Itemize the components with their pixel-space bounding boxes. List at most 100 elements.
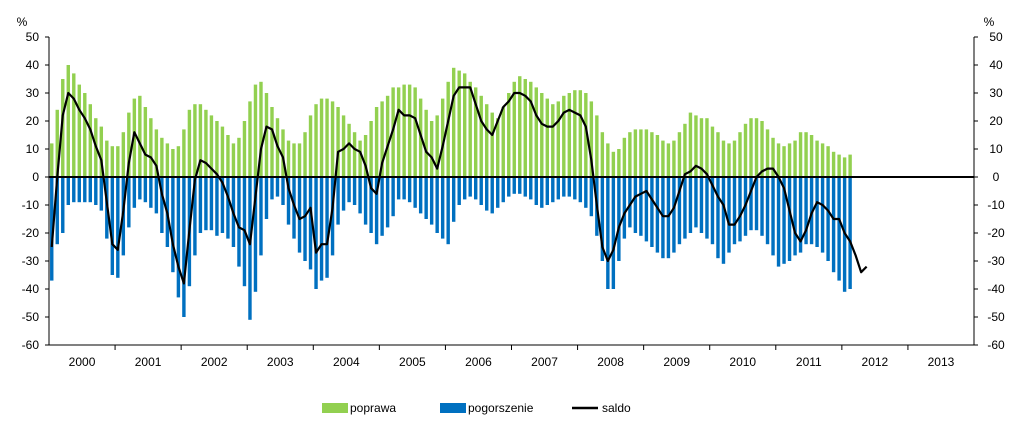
pogorszenie-bar bbox=[639, 177, 643, 236]
pogorszenie-bar bbox=[551, 177, 555, 203]
poprawa-bar bbox=[193, 104, 197, 177]
pogorszenie-bar bbox=[556, 177, 561, 200]
right-tick-label: 0 bbox=[993, 170, 1000, 184]
pogorszenie-bar bbox=[468, 177, 472, 197]
poprawa-bar bbox=[407, 84, 412, 177]
poprawa-bar bbox=[699, 118, 704, 177]
poprawa-bar bbox=[639, 129, 643, 177]
poprawa-bar bbox=[165, 143, 170, 177]
poprawa-bar bbox=[440, 98, 445, 177]
poprawa-bar bbox=[705, 118, 709, 177]
pogorszenie-bar bbox=[341, 177, 346, 211]
pogorszenie-bar bbox=[330, 177, 335, 256]
pogorszenie-bar bbox=[496, 177, 500, 208]
pogorszenie-bar bbox=[485, 177, 489, 211]
left-tick-label: 50 bbox=[26, 30, 40, 44]
poprawa-bar bbox=[330, 101, 335, 177]
pogorszenie-bar bbox=[617, 177, 621, 261]
poprawa-bar bbox=[798, 132, 803, 177]
right-tick-label: -60 bbox=[987, 338, 1005, 352]
pogorszenie-bar bbox=[650, 177, 654, 247]
pogorszenie-bar bbox=[374, 177, 379, 245]
pogorszenie-bar bbox=[446, 177, 450, 245]
pogorszenie-bar bbox=[297, 177, 302, 253]
pogorszenie-bar bbox=[732, 177, 737, 245]
pogorszenie-bar bbox=[507, 177, 511, 197]
poprawa-bar bbox=[143, 107, 148, 177]
year-label: 2000 bbox=[69, 355, 96, 369]
poprawa-bar bbox=[573, 90, 577, 177]
pogorszenie-bar bbox=[72, 177, 76, 203]
right-tick-label: -20 bbox=[987, 226, 1005, 240]
poprawa-bar bbox=[804, 132, 808, 177]
poprawa-bar bbox=[138, 95, 142, 177]
poprawa-bar bbox=[611, 151, 616, 177]
pogorszenie-bar bbox=[606, 177, 610, 289]
pogorszenie-bar bbox=[534, 177, 538, 205]
poprawa-bar bbox=[385, 95, 390, 177]
poprawa-bar bbox=[694, 115, 698, 177]
pogorszenie-bar bbox=[237, 177, 241, 267]
pogorszenie-bar bbox=[369, 177, 373, 233]
poprawa-bar bbox=[55, 109, 59, 177]
pogorszenie-bar bbox=[286, 177, 291, 225]
poprawa-bar bbox=[842, 157, 847, 177]
poprawa-bar bbox=[848, 154, 852, 177]
pogorszenie-bar bbox=[61, 177, 65, 233]
pogorszenie-bar bbox=[138, 177, 142, 200]
pogorszenie-bar bbox=[209, 177, 214, 231]
poprawa-bar bbox=[644, 129, 649, 177]
pogorszenie-bar bbox=[77, 177, 81, 203]
year-label: 2001 bbox=[135, 355, 162, 369]
poprawa-bar bbox=[83, 93, 87, 177]
poprawa-bar bbox=[462, 73, 467, 177]
poprawa-bar bbox=[149, 118, 153, 177]
pogorszenie-bar bbox=[474, 177, 478, 200]
poprawa-bar bbox=[88, 104, 93, 177]
pogorszenie-bar bbox=[490, 177, 494, 214]
pogorszenie-bar bbox=[633, 177, 638, 233]
pogorszenie-bar bbox=[677, 177, 682, 245]
poprawa-bar bbox=[363, 135, 368, 177]
pogorszenie-bar bbox=[666, 177, 671, 259]
pogorszenie-bar bbox=[611, 177, 616, 289]
year-label: 2011 bbox=[796, 355, 822, 369]
poprawa-bar bbox=[617, 149, 621, 177]
poprawa-bar bbox=[655, 135, 660, 177]
pogorszenie-bar bbox=[143, 177, 148, 203]
pogorszenie-bar bbox=[259, 177, 263, 256]
left-tick-label: -20 bbox=[22, 226, 40, 240]
poprawa-bar bbox=[809, 135, 814, 177]
poprawa-bar bbox=[66, 65, 70, 177]
pogorszenie-bar bbox=[275, 177, 280, 197]
saldo-line-layer bbox=[50, 86, 868, 285]
right-tick-label: -50 bbox=[987, 310, 1005, 324]
poprawa-bar bbox=[110, 146, 115, 177]
poprawa-legend-swatch bbox=[322, 403, 348, 413]
pogorszenie-bar bbox=[798, 177, 803, 253]
poprawa-bar bbox=[154, 129, 159, 177]
poprawa-bars bbox=[50, 65, 852, 177]
poprawa-bar bbox=[297, 143, 302, 177]
right-tick-label: -40 bbox=[987, 282, 1005, 296]
poprawa-bar bbox=[826, 146, 830, 177]
left-unit-label: % bbox=[17, 15, 28, 29]
poprawa-bar bbox=[182, 129, 186, 177]
poprawa-bar bbox=[61, 79, 65, 177]
pogorszenie-bar bbox=[363, 177, 368, 225]
poprawa-bar bbox=[253, 84, 258, 177]
poprawa-bar bbox=[380, 101, 384, 177]
right-tick-label: -30 bbox=[987, 254, 1005, 268]
poprawa-bar bbox=[507, 93, 511, 177]
year-label: 2008 bbox=[597, 355, 624, 369]
pogorszenie-bar bbox=[782, 177, 786, 264]
pogorszenie-bar bbox=[523, 177, 527, 197]
left-tick-label: 20 bbox=[26, 114, 40, 128]
poprawa-bar bbox=[171, 149, 175, 177]
left-tick-label: -40 bbox=[22, 282, 40, 296]
poprawa-bar bbox=[633, 129, 638, 177]
poprawa-bar bbox=[782, 146, 786, 177]
poprawa-bar bbox=[584, 93, 588, 177]
pogorszenie-bar bbox=[270, 177, 274, 200]
pogorszenie-legend-label: pogorszenie bbox=[468, 401, 534, 415]
